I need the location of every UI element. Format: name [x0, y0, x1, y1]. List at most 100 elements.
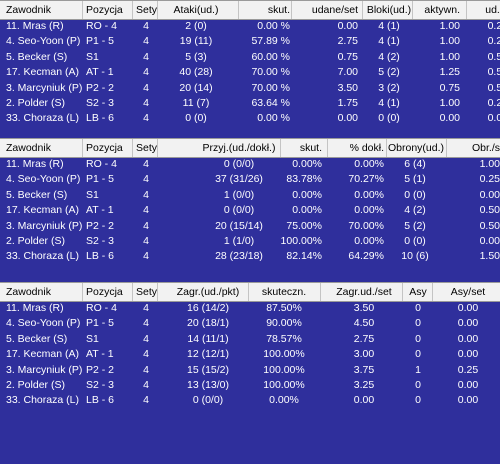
- table-row[interactable]: 17. Kecman (A) AT - 1 4 40 (28) 70.00 % 7.00 5…: [0, 65, 500, 80]
- column-divider[interactable]: [291, 1, 292, 19]
- column-divider[interactable]: [327, 139, 328, 157]
- stat-cell: 20 (15/14): [215, 219, 263, 232]
- column-header[interactable]: skut.: [267, 4, 290, 16]
- table-row[interactable]: 33. Choraza (L) LB - 6 4 0 (0) 0.00 % 0.00 0 (…: [0, 111, 500, 126]
- stat-cell: 4: [143, 50, 149, 63]
- stat-cell: 0.50: [487, 66, 500, 79]
- column-header[interactable]: Zawodnik: [6, 4, 51, 16]
- column-header[interactable]: Sety: [136, 286, 158, 298]
- column-header[interactable]: Sety: [136, 142, 158, 154]
- table-row[interactable]: 4. Seo-Yoon (P) P1 - 5 4 19 (11) 57.89 % 2.75…: [0, 34, 500, 49]
- stat-cell: 1.75: [337, 97, 358, 109]
- column-header[interactable]: ud./s: [485, 4, 500, 16]
- stat-cell: 3.00: [353, 348, 375, 361]
- stat-cell: 0: [415, 394, 421, 407]
- player-name: 2. Polder (S): [6, 379, 65, 391]
- table-row[interactable]: 4. Seo-Yoon (P) P1 - 5 4 20 (18/1) 90.00% 4.5…: [0, 316, 500, 331]
- column-header[interactable]: Ataki(ud.): [173, 4, 219, 16]
- column-divider[interactable]: [446, 139, 447, 157]
- table-row[interactable]: 11. Mras (R) RO - 4 4 0 (0/0) 0.00% 0.00% 6 (4…: [0, 157, 500, 172]
- column-header[interactable]: Zagr.(ud./pkt): [176, 286, 240, 298]
- column-divider[interactable]: [157, 1, 158, 19]
- column-divider[interactable]: [248, 283, 249, 301]
- stat-cell: 0 (0): [404, 235, 426, 247]
- stat-cell: 4 (1): [378, 97, 400, 109]
- column-divider[interactable]: [157, 139, 158, 157]
- player-name: 11. Mras (R): [6, 20, 64, 32]
- column-header[interactable]: Zagr.ud./set: [336, 286, 392, 298]
- stat-cell: 4: [143, 81, 149, 94]
- column-header[interactable]: Sety: [136, 4, 158, 16]
- table-row[interactable]: 33. Choraza (L) LB - 6 4 0 (0/0) 0.00% 0.00 0 0…: [0, 393, 500, 408]
- column-divider[interactable]: [82, 1, 83, 19]
- stat-cell: 4: [143, 97, 149, 109]
- stat-cell: 75.00%: [286, 219, 322, 232]
- column-divider[interactable]: [238, 1, 239, 19]
- column-header[interactable]: Pozycja: [86, 4, 123, 16]
- column-divider[interactable]: [132, 1, 133, 19]
- column-header[interactable]: Obr./s: [471, 142, 500, 154]
- column-divider[interactable]: [320, 283, 321, 301]
- column-divider[interactable]: [82, 283, 83, 301]
- table-row[interactable]: 17. Kecman (A) AT - 1 4 12 (12/1) 100.00% 3.0…: [0, 347, 500, 362]
- player-name: 2. Polder (S): [6, 235, 65, 247]
- stat-cell: 0.00: [337, 20, 358, 32]
- column-header[interactable]: udane/set: [311, 4, 358, 16]
- stat-cell: 0.75: [439, 81, 460, 94]
- column-divider[interactable]: [132, 139, 133, 157]
- column-header[interactable]: skuteczn.: [261, 286, 307, 298]
- column-divider[interactable]: [362, 1, 363, 19]
- column-divider[interactable]: [466, 1, 467, 19]
- stat-cell: 0.00%: [354, 235, 384, 247]
- column-divider[interactable]: [132, 283, 133, 301]
- stat-cell: 4: [143, 66, 149, 79]
- column-header[interactable]: Asy/set: [450, 286, 486, 298]
- table-row[interactable]: 5. Becker (S) S1 4 5 (3) 60.00 % 0.75 4 (2) 1.0…: [0, 50, 500, 65]
- stat-cell: 0.00%: [292, 158, 322, 170]
- column-header[interactable]: Pozycja: [86, 286, 123, 298]
- column-divider[interactable]: [82, 139, 83, 157]
- table-row[interactable]: 4. Seo-Yoon (P) P1 - 5 4 37 (31/26) 83.78% 70…: [0, 172, 500, 187]
- column-header[interactable]: Zawodnik: [6, 142, 51, 154]
- stat-cell: 4 (2): [404, 204, 426, 217]
- table-row[interactable]: 11. Mras (R) RO - 4 4 2 (0) 0.00 % 0.00 4 (1) 1…: [0, 19, 500, 34]
- stat-cell: 3.50: [353, 302, 375, 314]
- stat-cell: 1.00: [439, 35, 460, 48]
- table-row[interactable]: 3. Marcyniuk (P) P2 - 2 4 20 (14) 70.00 % 3.5…: [0, 81, 500, 96]
- column-divider[interactable]: [432, 283, 433, 301]
- column-divider[interactable]: [157, 283, 158, 301]
- column-header[interactable]: Asy: [409, 286, 427, 298]
- table-row[interactable]: 2. Polder (S) S2 - 3 4 1 (1/0) 100.00% 0.00% 0…: [0, 234, 500, 249]
- stat-cell: RO - 4: [86, 302, 117, 314]
- table-row[interactable]: 11. Mras (R) RO - 4 4 16 (14/2) 87.50% 3.50 0 0…: [0, 301, 500, 316]
- table-row[interactable]: 2. Polder (S) S2 - 3 4 11 (7) 63.64 % 1.75 4 (…: [0, 96, 500, 111]
- column-divider[interactable]: [402, 283, 403, 301]
- column-divider[interactable]: [412, 1, 413, 19]
- stat-cell: 1.00: [439, 50, 460, 63]
- column-header[interactable]: Przyj.(ud./dokł.): [202, 142, 276, 154]
- column-header[interactable]: aktywn.: [424, 4, 460, 16]
- table-row[interactable]: 5. Becker (S) S1 4 14 (11/1) 78.57% 2.75 0 0.00: [0, 332, 500, 347]
- column-header[interactable]: Zawodnik: [6, 286, 51, 298]
- stat-cell: 4 (1): [378, 20, 400, 32]
- table-row[interactable]: 33. Choraza (L) LB - 6 4 28 (23/18) 82.14% 64…: [0, 249, 500, 264]
- stat-cell: 4: [143, 348, 149, 361]
- stat-cell: 1.50: [479, 250, 500, 263]
- player-name: 4. Seo-Yoon (P): [6, 35, 81, 48]
- table-row[interactable]: 17. Kecman (A) AT - 1 4 0 (0/0) 0.00% 0.00% 4 …: [0, 203, 500, 218]
- column-header[interactable]: Bloki(ud.): [366, 4, 412, 16]
- column-header[interactable]: Obrony(ud.): [388, 142, 445, 154]
- stat-cell: 100.00%: [263, 348, 305, 361]
- table-row[interactable]: 2. Polder (S) S2 - 3 4 13 (13/0) 100.00% 3.25…: [0, 378, 500, 393]
- stat-cell: 2.75: [337, 35, 358, 48]
- table-row[interactable]: 3. Marcyniuk (P) P2 - 2 4 15 (15/2) 100.00% 3…: [0, 363, 500, 378]
- column-divider[interactable]: [280, 139, 281, 157]
- column-header[interactable]: % dokł.: [349, 142, 384, 154]
- table-row[interactable]: 5. Becker (S) S1 4 1 (0/0) 0.00% 0.00% 0 (0) 0.…: [0, 188, 500, 203]
- column-header[interactable]: skut.: [299, 142, 322, 154]
- table-row[interactable]: 3. Marcyniuk (P) P2 - 2 4 20 (15/14) 75.00% 7…: [0, 219, 500, 234]
- stat-cell: 0.00%: [269, 394, 299, 407]
- column-divider[interactable]: [386, 139, 387, 157]
- player-name: 33. Choraza (L): [6, 112, 79, 125]
- column-header[interactable]: Pozycja: [86, 142, 123, 154]
